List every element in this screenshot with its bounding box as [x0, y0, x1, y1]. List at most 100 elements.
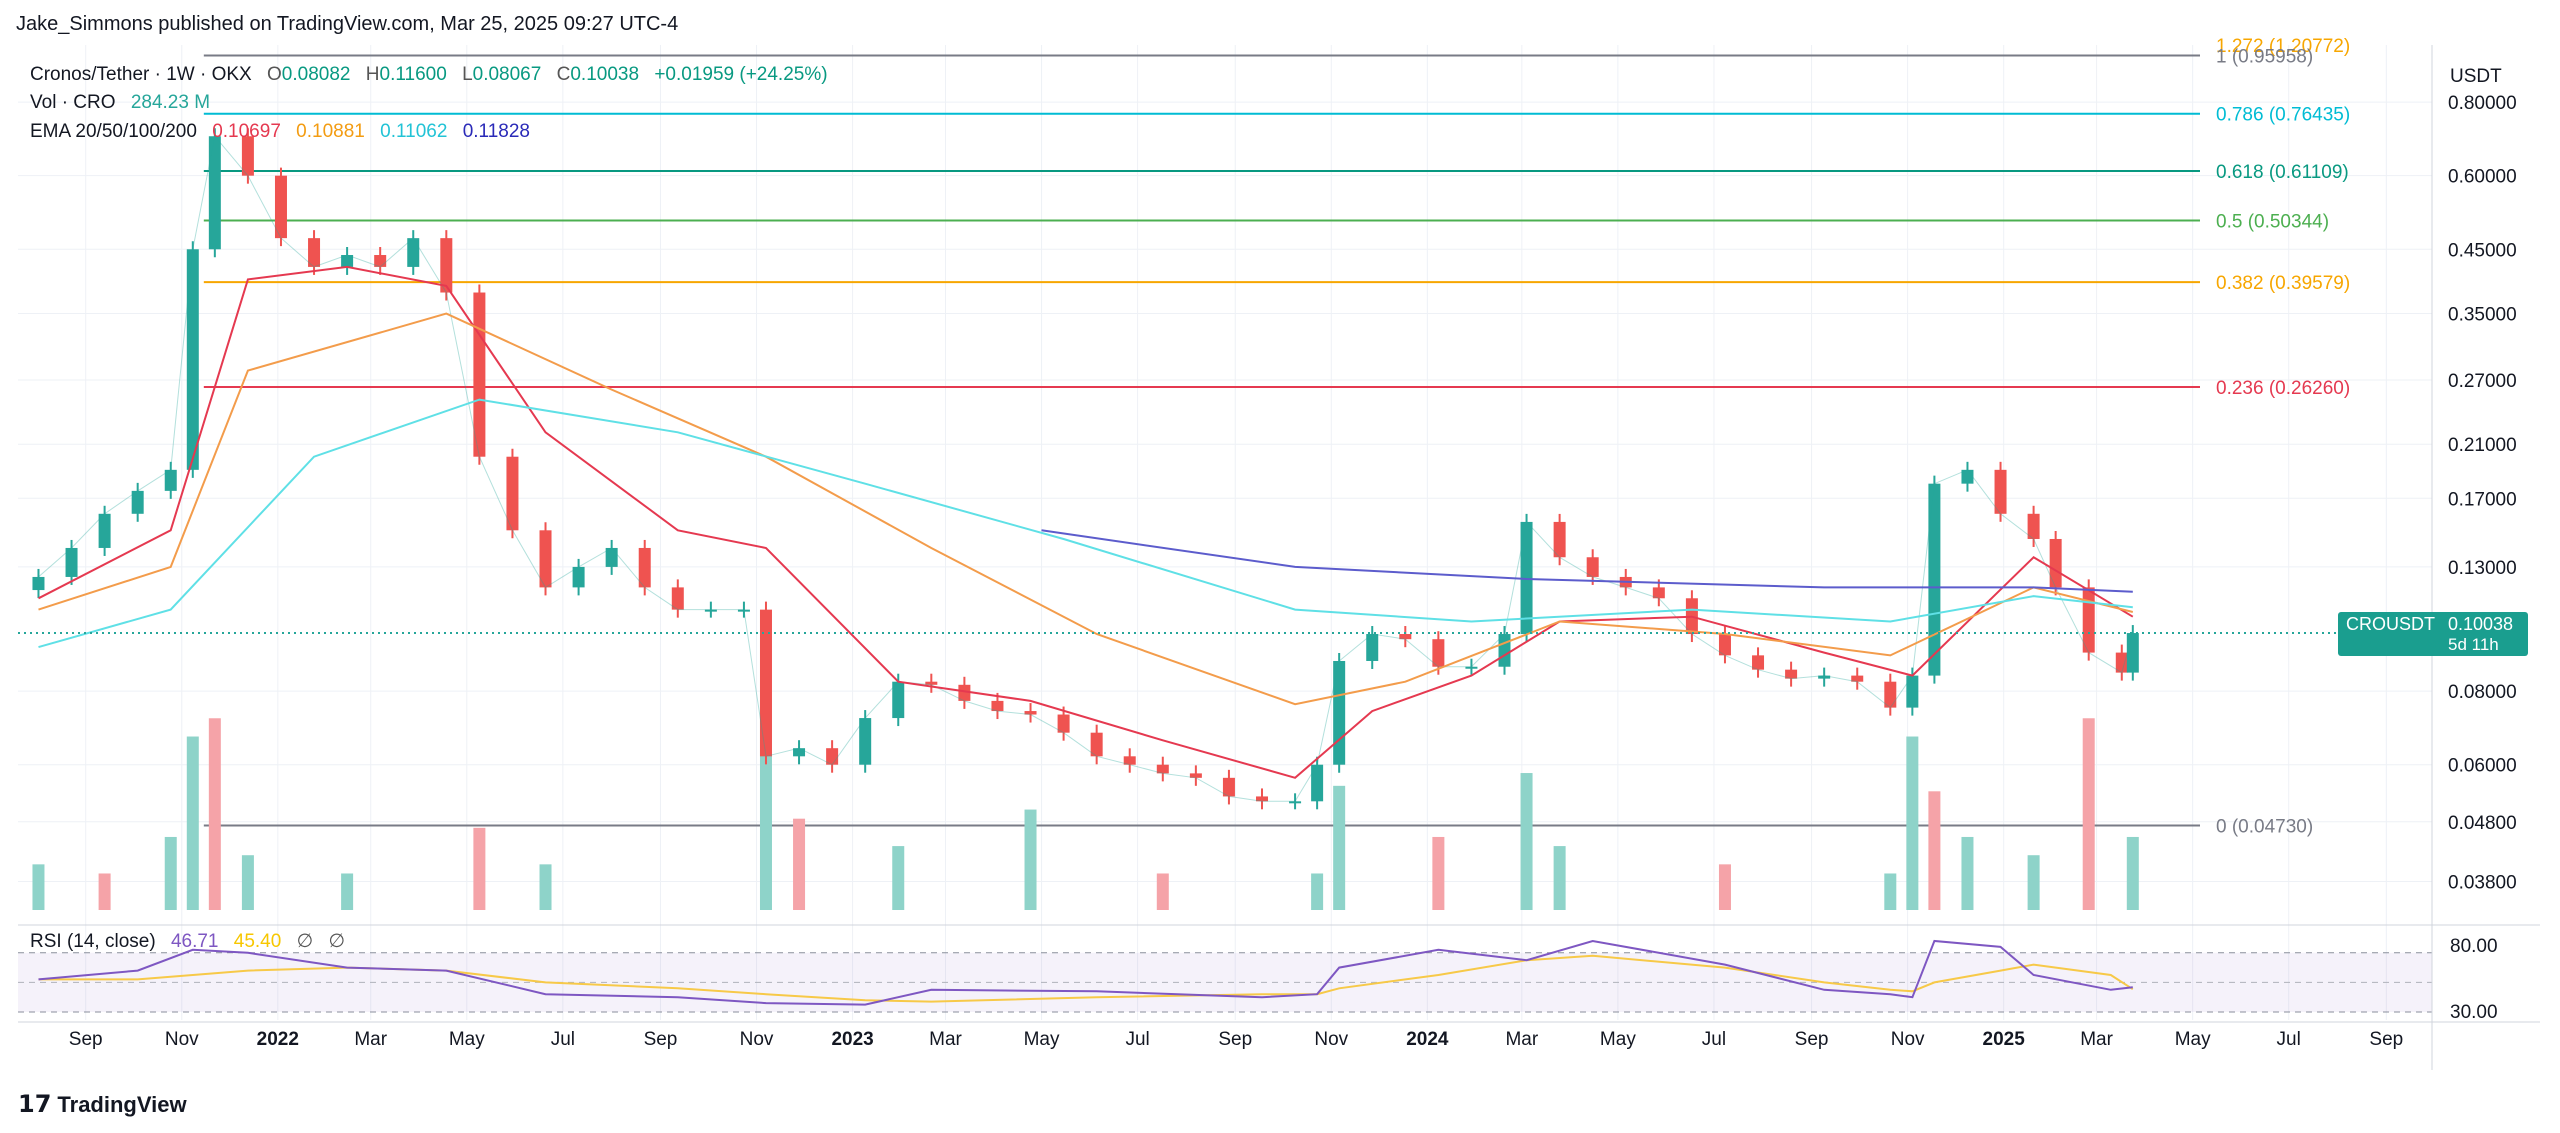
volume-value: 284.23 M [130, 92, 211, 113]
price-candle [1399, 634, 1412, 640]
volume-bar [164, 836, 177, 910]
volume-bar [1156, 873, 1169, 910]
volume-bar [1311, 873, 1324, 910]
ema50-value: 0.10881 [296, 121, 365, 142]
time-tick-label: Sep [2369, 1029, 2403, 1050]
price-tick-label: 0.17000 [2448, 489, 2517, 510]
rsi-extra-1: ∅ [296, 931, 314, 952]
volume-bar [98, 873, 111, 910]
price-candle [1024, 711, 1037, 715]
price-candle [1465, 666, 1478, 669]
price-candle [925, 681, 938, 685]
price-candle [473, 292, 486, 457]
volume-bar [539, 864, 552, 910]
price-candle [737, 609, 750, 612]
time-tick-label: 2025 [1983, 1029, 2026, 1050]
volume-bar [1024, 809, 1037, 910]
tradingview-logo[interactable]: 𝟭𝟳 TradingView [18, 1090, 187, 1119]
brand-label: TradingView [57, 1092, 187, 1117]
rsi-value: 46.71 [170, 931, 219, 952]
time-tick-label: May [449, 1029, 485, 1050]
price-candle [1057, 714, 1070, 733]
price-candle [341, 255, 354, 267]
price-candle [1785, 669, 1798, 679]
ema-label[interactable]: EMA 20/50/100/200 [30, 121, 197, 142]
price-candle [704, 609, 717, 612]
ema-line-0 [38, 265, 2134, 779]
price-candle [759, 609, 772, 757]
time-tick-label: Nov [740, 1029, 774, 1050]
volume-bar [892, 846, 905, 910]
fib-label-6: 0.236 (0.26260) [2216, 378, 2350, 399]
time-tick-label: 2022 [257, 1029, 299, 1050]
low-label: L [462, 64, 473, 85]
volume-bar [2126, 836, 2139, 910]
price-candle [506, 456, 519, 531]
time-tick-label: May [1600, 1029, 1636, 1050]
ema20-value: 0.10697 [212, 121, 281, 142]
fib-label-2: 0.786 (0.76435) [2216, 105, 2350, 126]
symbol-legend: Cronos/Tether · 1W · OKX O0.08082 H0.116… [30, 64, 838, 86]
price-candle [65, 547, 78, 577]
price-candle [826, 748, 839, 765]
time-tick-label: Jul [2277, 1029, 2301, 1050]
price-candle [1333, 660, 1346, 765]
price-candle [2049, 538, 2062, 588]
price-candle [131, 490, 144, 514]
time-tick-label: 2023 [831, 1029, 873, 1050]
price-candle [2082, 587, 2095, 653]
price-line [38, 135, 2134, 802]
rsi-line [38, 939, 2133, 1006]
price-candle [1752, 655, 1765, 670]
price-tick-label: 0.03800 [2448, 873, 2517, 894]
tradingview-mark-icon: 𝟭𝟳 [18, 1091, 52, 1118]
price-candle [1432, 639, 1445, 667]
volume-bar [1906, 736, 1919, 910]
time-tick-label: Mar [2080, 1029, 2113, 1050]
price-tick-label: 0.35000 [2448, 305, 2517, 326]
rsi-label[interactable]: RSI (14, close) [30, 931, 156, 952]
time-tick-label: Mar [1505, 1029, 1538, 1050]
price-candle [1156, 764, 1169, 774]
price-candle [671, 587, 684, 610]
fib-label-5: 0.382 (0.39579) [2216, 273, 2350, 294]
price-tick-label: 0.45000 [2448, 240, 2517, 261]
volume-bar [1432, 836, 1445, 910]
volume-bar [1718, 864, 1731, 910]
price-candle [1256, 796, 1269, 802]
time-tick-label: Nov [1891, 1029, 1925, 1050]
price-candle [605, 547, 618, 567]
price-tick-label: 0.21000 [2448, 435, 2517, 456]
volume-bar [32, 864, 45, 910]
price-candle [1123, 756, 1136, 765]
time-tick-label: Jul [1125, 1029, 1149, 1050]
price-candle [1366, 634, 1379, 661]
ema-line-3 [1041, 529, 2133, 593]
high-value: 0.11600 [379, 64, 447, 85]
volume-bar [793, 818, 806, 910]
price-candle [1652, 587, 1665, 599]
price-tick-label: 0.60000 [2448, 167, 2517, 188]
current-price-symbol: CROUSDT [2346, 614, 2435, 634]
low-value: 0.08067 [472, 64, 542, 85]
volume-label[interactable]: Vol · CRO [30, 92, 116, 113]
price-candle [1090, 732, 1103, 757]
volume-bar [208, 718, 221, 910]
price-candle [793, 748, 806, 757]
current-price-countdown: 5d 11h [2448, 635, 2499, 654]
volume-bar [1928, 791, 1941, 910]
symbol-name[interactable]: Cronos/Tether · 1W · OKX [30, 64, 252, 85]
price-candle [1553, 521, 1566, 558]
price-candle [1961, 469, 1974, 484]
rsi-tick-label: 30.00 [2450, 1002, 2498, 1023]
price-tick-label: 0.04800 [2448, 813, 2517, 834]
ema-line-1 [38, 312, 2134, 706]
price-axis: USDT 0.80000 0.60000 0.45000 0.35000 0.27000 0… [2448, 66, 2517, 894]
current-price-badge [2338, 612, 2528, 657]
time-tick-label: Mar [354, 1029, 387, 1050]
ema200-value: 0.11828 [462, 121, 530, 142]
volume-bar [241, 855, 254, 910]
currency-label: USDT [2450, 66, 2502, 87]
time-tick-label: Nov [165, 1029, 199, 1050]
